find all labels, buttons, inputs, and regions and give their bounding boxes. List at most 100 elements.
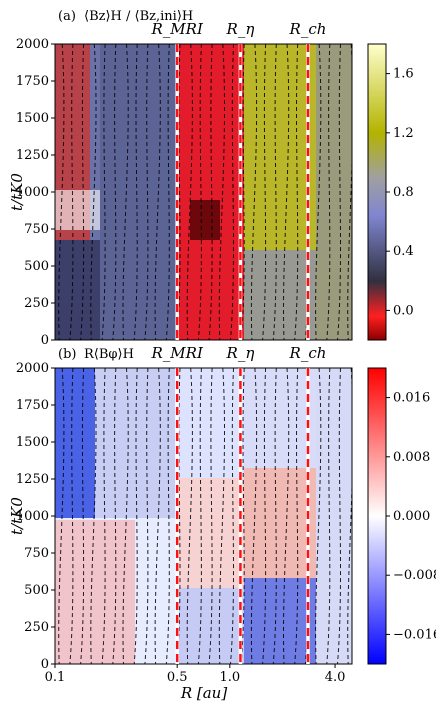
field-line: [112, 44, 117, 340]
field-line: [165, 368, 170, 664]
field-line: [165, 44, 170, 340]
field-line: [154, 44, 161, 340]
radius-marker-label: R_η: [226, 344, 255, 362]
transition-blue-patch: [244, 250, 316, 340]
field-line: [186, 44, 193, 340]
colorbar-tick-label: 1.2: [393, 126, 414, 141]
y-ticks-b: 0 250 500 750 1000 1250 1500 1750 2000: [16, 361, 55, 672]
field-line: [122, 44, 129, 340]
colorbar-ticks-a: 0.0 0.4 0.8 1.2 1.6: [386, 67, 414, 318]
panel-label-b: (b): [58, 347, 76, 362]
field-line: [208, 368, 213, 664]
field-line: [326, 368, 331, 664]
y-tick-label: 1500: [16, 435, 49, 450]
y-tick-label: 750: [24, 222, 49, 237]
y-tick-label: 2000: [16, 37, 49, 52]
inner-white-band: [55, 190, 100, 230]
mid-blue-region: [100, 44, 176, 340]
field-line: [240, 44, 245, 340]
x-tick-label: 0.1: [45, 670, 66, 685]
heatmap-b: [55, 368, 352, 664]
field-line: [90, 368, 97, 664]
contours-b: [58, 368, 352, 664]
x-tick-label: 4.0: [325, 670, 346, 685]
panel-label-a: (a): [58, 9, 76, 24]
y-tick-label: 1000: [16, 185, 49, 200]
y-ticks-a: 0 250 500 750 1000 1250 1500 1750 2000: [16, 37, 55, 348]
x-axis-label: R [au]: [180, 684, 228, 702]
colorbar-tick-label: 0.4: [393, 244, 414, 259]
x-tick-label: 1.0: [219, 670, 240, 685]
field-line: [326, 44, 331, 340]
y-tick-label: 2000: [16, 361, 49, 376]
field-line: [315, 44, 322, 340]
transition-pink-region: [244, 468, 316, 578]
y-axis-label-b: t/tK0: [8, 497, 26, 535]
field-line: [218, 368, 225, 664]
field-line: [186, 368, 193, 664]
mri-dark-patch: [190, 200, 220, 240]
field-line: [101, 44, 106, 340]
outer-region: [316, 368, 352, 664]
x-ticks-b: 0.1 0.5 1.0 4.0: [45, 664, 346, 685]
field-line: [337, 368, 341, 664]
field-line: [208, 44, 213, 340]
y-tick-label: 1750: [16, 74, 49, 89]
colorbar-tick-label: 0.8: [393, 185, 414, 200]
field-line: [315, 368, 322, 664]
y-tick-label: 250: [24, 296, 49, 311]
y-tick-label: 0: [41, 657, 49, 672]
mri-blue-region: [176, 588, 244, 664]
colorbar-tick-label: 1.6: [393, 67, 414, 82]
field-line: [101, 368, 106, 664]
field-line: [250, 44, 258, 340]
y-tick-label: 250: [24, 620, 49, 635]
field-line: [230, 44, 234, 340]
x-tick-label: 0.5: [167, 670, 188, 685]
field-line: [272, 368, 277, 664]
field-line: [294, 368, 299, 664]
colorbar-ticks-b: −0.016 −0.008 0.000 0.008 0.016: [386, 391, 436, 642]
y-tick-label: 0: [41, 333, 49, 348]
radius-marker-label: R_η: [226, 20, 255, 38]
panel-a: 0 250 500 750 1000 1250 1500 1750 2000 t/tK0 (a)…: [8, 9, 414, 348]
field-line: [122, 368, 129, 664]
transition-light-region: [244, 368, 316, 468]
field-line: [294, 44, 299, 340]
field-line: [90, 44, 97, 340]
field-line: [283, 368, 290, 664]
field-line: [197, 368, 202, 664]
y-tick-label: 1000: [16, 509, 49, 524]
y-tick-label: 1250: [16, 472, 49, 487]
mri-light-region: [176, 368, 244, 478]
field-line: [69, 368, 74, 664]
field-line: [80, 44, 85, 340]
field-line: [133, 368, 138, 664]
colorbar-tick-label: −0.008: [393, 568, 436, 583]
colorbar-tick-label: −0.016: [393, 627, 436, 642]
field-line: [176, 44, 181, 340]
radius-marker-label: R_ch: [289, 20, 327, 38]
field-line: [69, 44, 74, 340]
inner-pink-region: [55, 520, 135, 664]
y-tick-label: 500: [24, 259, 49, 274]
heatmap-a: [55, 44, 352, 340]
field-line: [197, 44, 202, 340]
field-line: [154, 368, 161, 664]
quantity-label-b: R⟨Bφ⟩H: [84, 347, 134, 362]
panel-b: 0 250 500 750 1000 1250 1500 1750 2000 0.1 0.5 1.0…: [8, 344, 436, 702]
colorbar-tick-label: 0.000: [393, 509, 430, 524]
y-tick-label: 1750: [16, 398, 49, 413]
field-line: [80, 368, 85, 664]
inner-blue-region: [55, 368, 95, 518]
colorbar-b: [367, 367, 387, 665]
y-tick-label: 750: [24, 546, 49, 561]
radius-markers-b: [175, 368, 310, 664]
colorbar-a: [367, 43, 387, 341]
outer-grey-region: [316, 44, 352, 340]
field-line: [230, 368, 234, 664]
field-line: [133, 44, 138, 340]
mid-light-blue-region: [95, 368, 175, 518]
field-line: [250, 368, 258, 664]
